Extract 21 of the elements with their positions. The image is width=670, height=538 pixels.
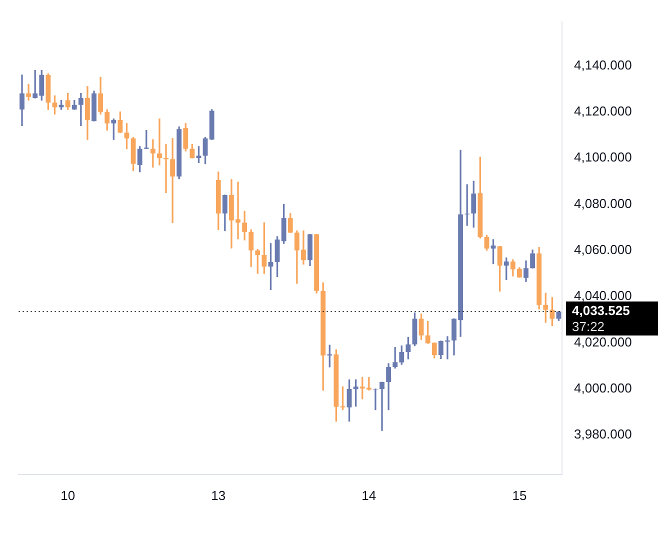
y-tick-label: 4,080.000	[574, 196, 632, 211]
y-tick-label: 4,020.000	[574, 334, 632, 350]
candlestick	[78, 93, 84, 126]
x-tick-label: 10	[60, 488, 76, 503]
y-tick-label: 3,980.000	[574, 426, 632, 442]
x-tick-label: 15	[512, 488, 527, 503]
y-tick-label: 4,060.000	[574, 242, 632, 257]
text: 37:22	[572, 319, 605, 334]
ref-line-label: 4,033.525	[572, 303, 630, 318]
y-tick-label: 4,100.000	[574, 150, 632, 165]
candlestick	[380, 382, 384, 431]
candlestick	[157, 118, 162, 166]
candlestick	[170, 138, 176, 224]
y-tick-label: 4,120.000	[574, 103, 632, 118]
y-tick-label: 4,140.000	[574, 57, 632, 72]
y-tick-label: 4,000.000	[574, 380, 632, 396]
x-tick-label: 14	[362, 488, 376, 503]
candlestick	[26, 84, 32, 101]
candlestick	[373, 388, 378, 410]
y-tick-label: 4,040.000	[574, 288, 632, 304]
x-tick-label: 13	[211, 488, 226, 503]
